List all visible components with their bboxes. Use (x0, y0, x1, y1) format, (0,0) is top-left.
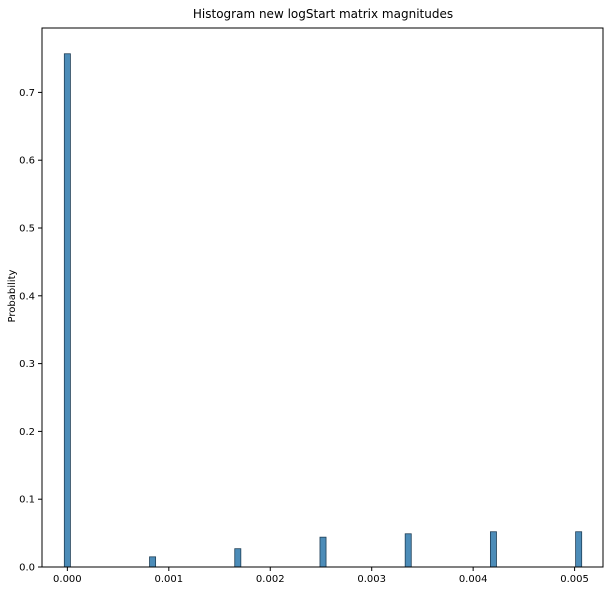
x-axis-ticks: 0.000 0.001 0.002 0.003 0.004 0.005 (53, 567, 589, 585)
histogram-bar-5 (489, 531, 497, 568)
y-tick-label: 0.3 (19, 359, 35, 370)
histogram-bar-6 (575, 531, 583, 568)
histogram-bar-4 (404, 533, 412, 568)
y-tick-label: 0.0 (19, 563, 35, 574)
y-tick-label: 0.5 (19, 224, 35, 235)
y-axis-ticks: 0.0 0.1 0.2 0.3 0.4 0.5 0.6 0.7 (19, 88, 42, 574)
chart-title: Histogram new logStart matrix magnitudes (193, 7, 453, 21)
x-tick-label: 0.000 (53, 574, 82, 585)
histogram-bar-2 (234, 548, 242, 568)
histogram-bar-0 (63, 53, 71, 568)
x-tick-label: 0.004 (459, 574, 488, 585)
plot-frame (41, 27, 604, 568)
y-tick-label: 0.6 (19, 156, 35, 167)
y-tick-label: 0.4 (19, 291, 35, 302)
y-axis-label: Probability (7, 269, 18, 322)
y-tick-label: 0.2 (19, 427, 35, 438)
histogram-bar-1 (149, 556, 157, 568)
histogram-bar-3 (319, 536, 327, 568)
y-tick-label: 0.7 (19, 88, 35, 99)
x-tick-label: 0.005 (560, 574, 589, 585)
x-tick-label: 0.002 (256, 574, 285, 585)
x-tick-label: 0.001 (154, 574, 183, 585)
bars-group (63, 53, 583, 568)
y-tick-label: 0.1 (19, 495, 35, 506)
x-tick-label: 0.003 (357, 574, 386, 585)
